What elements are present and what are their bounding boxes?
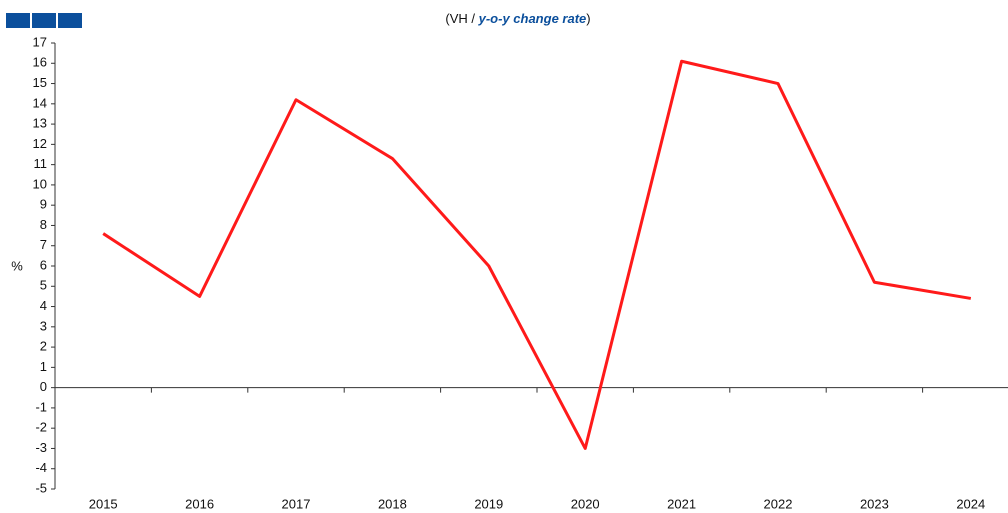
x-tick-label: 2017 [282,496,311,511]
y-tick-label: 9 [40,197,47,212]
x-tick-label: 2018 [378,496,407,511]
y-tick-label: 1 [40,359,47,374]
y-tick-label: 17 [33,34,47,49]
x-tick-label: 2021 [667,496,696,511]
y-tick-label: -1 [35,399,47,414]
data-line [102,59,972,450]
title-part: (VH / [445,11,478,26]
y-tick-label: 10 [33,176,47,191]
y-tick-label: 7 [40,237,47,252]
x-tick-label: 2022 [764,496,793,511]
x-tick-label: 2015 [89,496,118,511]
title-part: y-o-y change rate [478,11,587,26]
title-part: ) [586,11,590,26]
x-tick-label: 2023 [860,496,889,511]
y-tick-label: 0 [40,379,47,394]
y-tick-label: -3 [35,440,47,455]
y-tick-label: 4 [40,298,47,313]
y-tick-label: 16 [33,55,47,70]
y-tick-label: 15 [33,75,47,90]
x-tick-label: 2019 [474,496,503,511]
y-tick-label: 3 [40,318,47,333]
y-tick-label: -5 [35,480,47,495]
chart-title: (VH / y-o-y change rate) [445,11,590,26]
y-tick-label: 14 [33,95,47,110]
x-tick-label: 2020 [571,496,600,511]
logo-block [6,13,30,28]
y-tick-label: 5 [40,278,47,293]
y-tick-label: -2 [35,420,47,435]
y-tick-label: 11 [34,156,48,171]
y-tick-label: 13 [33,116,47,131]
y-axis-label: % [11,258,23,273]
y-tick-label: 2 [40,339,47,354]
y-tick-label: 12 [33,136,47,151]
x-tick-label: 2024 [956,496,985,511]
x-tick-label: 2016 [185,496,214,511]
logo-block [58,13,82,28]
y-tick-label: 8 [40,217,47,232]
logo-block [32,13,56,28]
y-tick-label: -4 [35,460,47,475]
y-tick-label: 6 [40,257,47,272]
